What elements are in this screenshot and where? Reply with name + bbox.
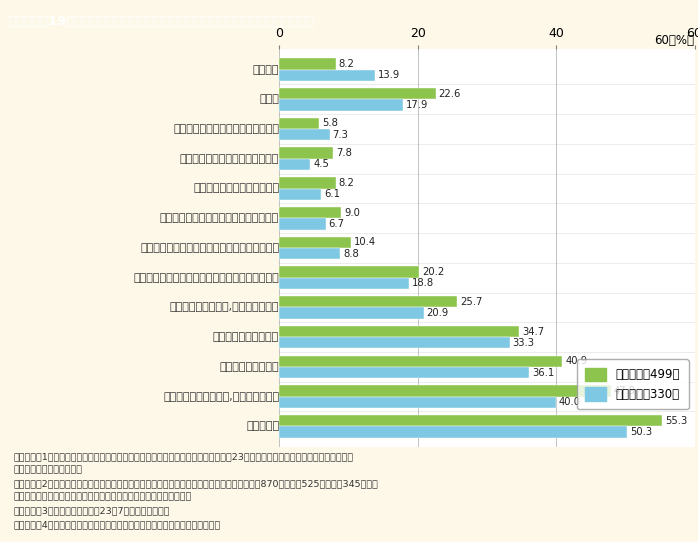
Text: 部屋が狭い: 部屋が狭い (246, 421, 279, 431)
Bar (279, 427, 628, 437)
Text: 8.2: 8.2 (339, 59, 355, 69)
Bar (279, 307, 424, 319)
Bar (279, 218, 325, 229)
Bar (279, 278, 409, 289)
Text: 食事を自分で作らなければならない: 食事を自分で作らなければならない (173, 124, 279, 134)
Text: 空調設備が整ってなく,部屋の中が暑い: 空調設備が整ってなく,部屋の中が暑い (163, 392, 279, 402)
Bar (279, 59, 336, 69)
Bar (279, 385, 611, 397)
Text: 4．本問の回答者は，調査時点で仮設住宅に居住している人である。: 4．本問の回答者は，調査時点で仮設住宅に居住している人である。 (14, 520, 221, 529)
Bar (279, 337, 510, 349)
Text: 8.2: 8.2 (339, 178, 355, 188)
Bar (279, 237, 351, 248)
Bar (279, 296, 457, 307)
Text: 47.9: 47.9 (614, 386, 636, 396)
Text: 仮設住宅の周りの人との人間関係: 仮設住宅の周りの人との人間関係 (180, 154, 279, 164)
Bar (279, 177, 336, 189)
Bar (279, 129, 329, 140)
Bar (279, 367, 529, 378)
Text: 6.7: 6.7 (328, 219, 344, 229)
Bar (279, 69, 376, 81)
Bar (279, 189, 321, 200)
Text: （備考）　1．内閣府・消防庁・気象庁共同調査「津波避難等に関する調査」（平成23年）を基に，内閣府男女共同参画局による: （備考） 1．内閣府・消防庁・気象庁共同調査「津波避難等に関する調査」（平成23… (14, 452, 354, 461)
Text: 7.3: 7.3 (332, 130, 348, 140)
Text: 34.7: 34.7 (522, 326, 544, 337)
Text: 20.9: 20.9 (426, 308, 449, 318)
Text: 40.9: 40.9 (565, 356, 587, 366)
Text: 40.0: 40.0 (559, 397, 581, 407)
Text: 3．調査時期は，平成23年7月上旬から下旬。: 3．調査時期は，平成23年7月上旬から下旬。 (14, 506, 170, 515)
Text: 調査は，仮設住宅・避難所を訪問し，面接方式で実施。: 調査は，仮設住宅・避難所を訪問し，面接方式で実施。 (14, 493, 192, 502)
Text: 18.8: 18.8 (412, 279, 434, 288)
Text: 避難所生活に比べて,生活費がかかる: 避難所生活に比べて,生活費がかかる (170, 302, 279, 312)
Text: 男女別集計。: 男女別集計。 (14, 466, 83, 475)
Text: 家庭用電化製品が十分でない: 家庭用電化製品が十分でない (193, 184, 279, 193)
Text: 2．調査対象は，岩手県，宮城県及び福島県の沿岸地域で県内避難をしている被災者870人（女性525人，男性345人）。: 2．調査対象は，岩手県，宮城県及び福島県の沿岸地域で県内避難をしている被災者87… (14, 479, 379, 488)
Text: 25.7: 25.7 (460, 297, 482, 307)
Text: 22.6: 22.6 (438, 89, 461, 99)
Text: 7.8: 7.8 (336, 148, 352, 158)
Text: 55.3: 55.3 (664, 416, 687, 425)
Text: 8.8: 8.8 (343, 249, 359, 259)
Text: その他: その他 (260, 94, 279, 104)
Text: 5.8: 5.8 (322, 118, 338, 128)
Bar (279, 397, 556, 408)
Text: 10.4: 10.4 (354, 237, 376, 247)
Bar (279, 356, 563, 367)
Text: 60（%）: 60（%） (655, 34, 695, 47)
Bar (279, 99, 403, 111)
Legend: 女性（ｎ＝499）, 男性（ｎ＝330）: 女性（ｎ＝499）, 男性（ｎ＝330） (577, 359, 689, 409)
Text: 第１－特－19図　仮設住宅での生活について困っていること（男女別，複数回答）: 第１－特－19図 仮設住宅での生活について困っていること（男女別，複数回答） (8, 15, 315, 28)
Text: 4.5: 4.5 (313, 159, 329, 170)
Text: 17.9: 17.9 (406, 100, 429, 110)
Text: 隣の部屋の物音が響く: 隣の部屋の物音が響く (213, 332, 279, 342)
Bar (279, 88, 436, 99)
Bar (279, 415, 662, 427)
Text: 特にない: 特にない (253, 64, 279, 75)
Bar (279, 267, 419, 278)
Bar (279, 207, 341, 218)
Text: 36.1: 36.1 (532, 367, 554, 378)
Bar (279, 118, 320, 129)
Text: 13.9: 13.9 (378, 70, 401, 80)
Bar (279, 326, 519, 337)
Text: 被災前の地域コミュニティが確保されていない: 被災前の地域コミュニティが確保されていない (140, 243, 279, 253)
Text: 6.1: 6.1 (324, 189, 340, 199)
Bar (279, 248, 340, 259)
Text: 病院など生活に欠かせない施設までの距離が遠い: 病院など生活に欠かせない施設までの距離が遠い (133, 273, 279, 283)
Text: 50.3: 50.3 (630, 427, 652, 437)
Text: 33.3: 33.3 (512, 338, 535, 348)
Text: 部屋の中に虫が出る: 部屋の中に虫が出る (220, 362, 279, 372)
Text: バリアフリー住宅でないので困っている: バリアフリー住宅でないので困っている (160, 213, 279, 223)
Text: 9.0: 9.0 (344, 208, 360, 217)
Bar (279, 147, 333, 159)
Text: 20.2: 20.2 (422, 267, 444, 277)
Bar (279, 159, 311, 170)
